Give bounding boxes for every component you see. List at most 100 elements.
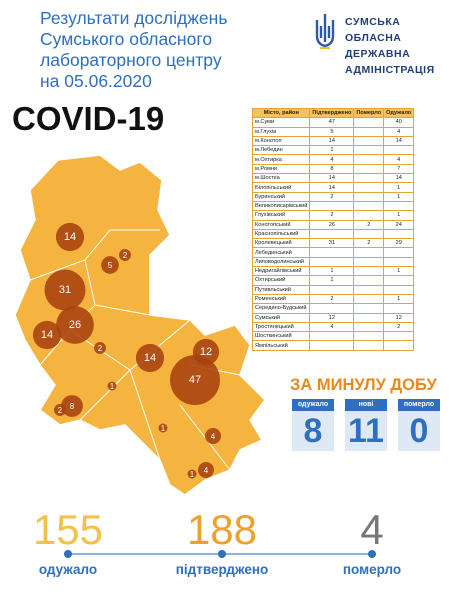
- table-cell: [353, 247, 385, 258]
- table-cell: [353, 154, 385, 165]
- bubble: [135, 343, 165, 373]
- table-cell: 14: [309, 182, 355, 193]
- bubble-label: 4: [211, 432, 216, 441]
- table-cell: [353, 331, 385, 342]
- table-cell: 2: [353, 219, 385, 230]
- table-cell: [383, 200, 415, 212]
- table-cell: Глухівський: [251, 210, 311, 221]
- table-cell: 1: [383, 266, 415, 277]
- table-cell: Буринський: [251, 191, 311, 202]
- total-label: померло: [342, 562, 402, 577]
- bubble-label: 31: [59, 284, 71, 296]
- table-cell: м.Суми: [251, 117, 311, 128]
- table-cell: 1: [309, 145, 355, 156]
- table-cell: Ямпільський: [251, 340, 311, 351]
- bubble: [205, 428, 221, 444]
- table-cell: 5: [309, 126, 355, 137]
- table-cell: 2: [353, 238, 385, 249]
- table-cell: 8: [309, 163, 355, 175]
- table-cell: 1: [383, 191, 415, 202]
- table-cell: [353, 340, 385, 351]
- table-row: Роменський 2 1: [251, 293, 415, 305]
- table-cell: [353, 275, 385, 286]
- table-cell: Недригайлівський: [251, 266, 311, 277]
- table-row: Тростянецький 4 2: [251, 321, 415, 333]
- bubble-label: 2: [123, 251, 128, 260]
- bubble-label: 26: [69, 319, 81, 331]
- table-cell: 1: [383, 293, 415, 305]
- daily-value: 0: [409, 412, 429, 450]
- table-cell: [353, 182, 385, 193]
- title-line: на 05.06.2020: [40, 71, 152, 91]
- table-cell: Липоводолинський: [251, 256, 311, 268]
- table-row: м.Суми 47 40: [251, 117, 415, 128]
- table-cell: [353, 145, 385, 156]
- table-row: Недригайлівський 1 1: [251, 266, 415, 277]
- daily-label: одужало: [292, 399, 334, 411]
- table-row: Лебединський: [251, 247, 415, 258]
- total-label: підтверджено: [175, 562, 269, 577]
- table-cell: 29: [383, 238, 415, 249]
- daily-title: ЗА МИНУЛУ ДОБУ: [290, 376, 437, 394]
- column-header: Одужало: [383, 107, 415, 119]
- table-row: Охтирський 1: [251, 275, 415, 286]
- table-row: Краснопільський: [251, 228, 415, 240]
- table-cell: Шосткинський: [251, 331, 311, 342]
- table-cell: 2: [309, 191, 355, 202]
- table-cell: [309, 256, 355, 268]
- table-cell: [353, 210, 385, 221]
- table-cell: [383, 340, 415, 351]
- logo: [315, 14, 335, 49]
- table-cell: 1: [383, 210, 415, 221]
- table-cell: м.Конотоп: [251, 135, 311, 147]
- table-row: м.Конотоп 14 14: [251, 135, 415, 147]
- org-line: ДЕРЖАВНА: [345, 48, 411, 60]
- table-cell: [353, 312, 385, 323]
- table-cell: [353, 284, 385, 295]
- title-line: лабораторного центру: [40, 50, 222, 70]
- bubble-label: 14: [41, 329, 53, 341]
- bubble: [56, 306, 94, 344]
- bubble-label: 14: [144, 352, 156, 364]
- table-cell: [353, 256, 385, 268]
- total-value: 188: [186, 506, 258, 553]
- table-row: Глухівський 2 1: [251, 210, 415, 221]
- column-header: Підтверджено: [309, 107, 355, 119]
- bubble: [158, 423, 168, 433]
- bubble-label: 5: [108, 261, 113, 270]
- daily-label: нові: [345, 399, 387, 411]
- bubble: [44, 269, 86, 311]
- column-header: Місто, район: [251, 107, 311, 119]
- table-cell: м.Шостка: [251, 173, 311, 184]
- table-cell: Конотопський: [251, 219, 311, 230]
- table-cell: [383, 331, 415, 342]
- table-cell: [383, 228, 415, 240]
- table-cell: [353, 228, 385, 240]
- bubble-label: 2: [58, 406, 63, 415]
- table-cell: 12: [383, 312, 415, 323]
- daily-box: одужало 8: [292, 399, 334, 451]
- title-line: Сумського обласного: [40, 29, 213, 49]
- table-cell: 4: [383, 154, 415, 165]
- table-cell: 40: [383, 117, 415, 128]
- table-cell: Середино-Будський: [251, 303, 311, 314]
- bubble: [119, 249, 131, 261]
- headline: COVID-19: [12, 100, 165, 137]
- table-row: Путивльський: [251, 284, 415, 295]
- table-cell: [383, 275, 415, 286]
- daily-value: 11: [348, 412, 384, 450]
- table-cell: [353, 135, 385, 147]
- bubble: [170, 355, 220, 405]
- table-cell: [353, 191, 385, 202]
- table-cell: [353, 117, 385, 128]
- bubble: [198, 462, 214, 478]
- table-cell: 12: [309, 312, 355, 323]
- table-cell: Білопільський: [251, 182, 311, 193]
- bubble-label: 14: [64, 231, 76, 243]
- bubble-label: 12: [200, 346, 212, 358]
- table-cell: 1: [383, 182, 415, 193]
- table-cell: 4: [309, 321, 355, 333]
- table-cell: 2: [309, 210, 355, 221]
